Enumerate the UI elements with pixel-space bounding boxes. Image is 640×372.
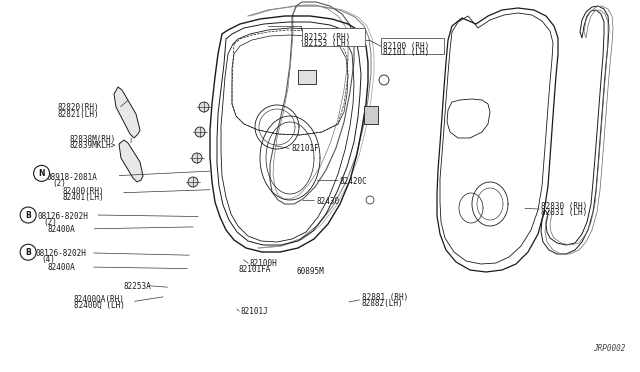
Text: JRP0002: JRP0002 <box>593 344 626 353</box>
Polygon shape <box>119 140 143 182</box>
Text: 82100H: 82100H <box>250 259 277 268</box>
Text: 82153 (LH): 82153 (LH) <box>306 39 352 48</box>
Text: 82101J: 82101J <box>241 307 268 316</box>
Text: 82401(LH): 82401(LH) <box>63 193 104 202</box>
Text: (4): (4) <box>42 255 56 264</box>
Text: 82838M(RH): 82838M(RH) <box>69 135 115 144</box>
Circle shape <box>199 102 209 112</box>
Text: 82400A: 82400A <box>48 263 76 272</box>
Text: 82101FA: 82101FA <box>238 265 271 274</box>
Text: 82882(LH): 82882(LH) <box>362 299 403 308</box>
Circle shape <box>188 177 198 187</box>
Circle shape <box>192 153 202 163</box>
Circle shape <box>20 207 36 223</box>
Text: 82100 (RH): 82100 (RH) <box>385 41 431 50</box>
Text: 82400QA(RH): 82400QA(RH) <box>74 295 124 304</box>
Text: 82821(LH): 82821(LH) <box>58 110 99 119</box>
Text: 82820(RH): 82820(RH) <box>58 103 99 112</box>
Text: 82152 (RH): 82152 (RH) <box>306 33 352 42</box>
FancyBboxPatch shape <box>302 28 365 46</box>
Text: 82839MKLH>: 82839MKLH> <box>69 141 115 150</box>
Text: 82830 (RH): 82830 (RH) <box>541 202 587 211</box>
Text: 82400(RH): 82400(RH) <box>63 187 104 196</box>
Circle shape <box>195 127 205 137</box>
Text: 08126-8202H: 08126-8202H <box>35 249 86 258</box>
Text: 82152 (RH): 82152 (RH) <box>304 33 350 42</box>
Text: 82253A: 82253A <box>124 282 151 291</box>
Text: 82400A: 82400A <box>48 225 76 234</box>
Text: 08126-8202H: 08126-8202H <box>37 212 88 221</box>
Polygon shape <box>114 87 140 138</box>
FancyBboxPatch shape <box>364 106 378 124</box>
Text: B: B <box>26 211 31 219</box>
Text: 82100 (RH): 82100 (RH) <box>383 42 429 51</box>
Text: 82153 (LH): 82153 (LH) <box>304 39 350 48</box>
Text: 82101 (LH): 82101 (LH) <box>385 47 431 56</box>
Text: (2): (2) <box>52 179 67 187</box>
Text: 82101 (LH): 82101 (LH) <box>383 48 429 57</box>
Circle shape <box>366 196 374 204</box>
Text: 82831 (LH): 82831 (LH) <box>541 208 587 217</box>
Text: N: N <box>38 169 45 178</box>
Text: 82420C: 82420C <box>339 177 367 186</box>
Text: 60895M: 60895M <box>297 267 324 276</box>
Text: 82881 (RH): 82881 (RH) <box>362 293 408 302</box>
Circle shape <box>34 165 50 182</box>
FancyBboxPatch shape <box>381 38 444 54</box>
Circle shape <box>379 75 389 85</box>
Text: 82400Q (LH): 82400Q (LH) <box>74 301 124 310</box>
Text: B: B <box>26 248 31 257</box>
FancyBboxPatch shape <box>298 70 316 84</box>
Text: 82101F: 82101F <box>292 144 319 153</box>
Text: 82430: 82430 <box>316 197 339 206</box>
Text: (2): (2) <box>43 218 57 227</box>
Text: 08918-2081A: 08918-2081A <box>47 173 97 182</box>
Circle shape <box>20 244 36 260</box>
